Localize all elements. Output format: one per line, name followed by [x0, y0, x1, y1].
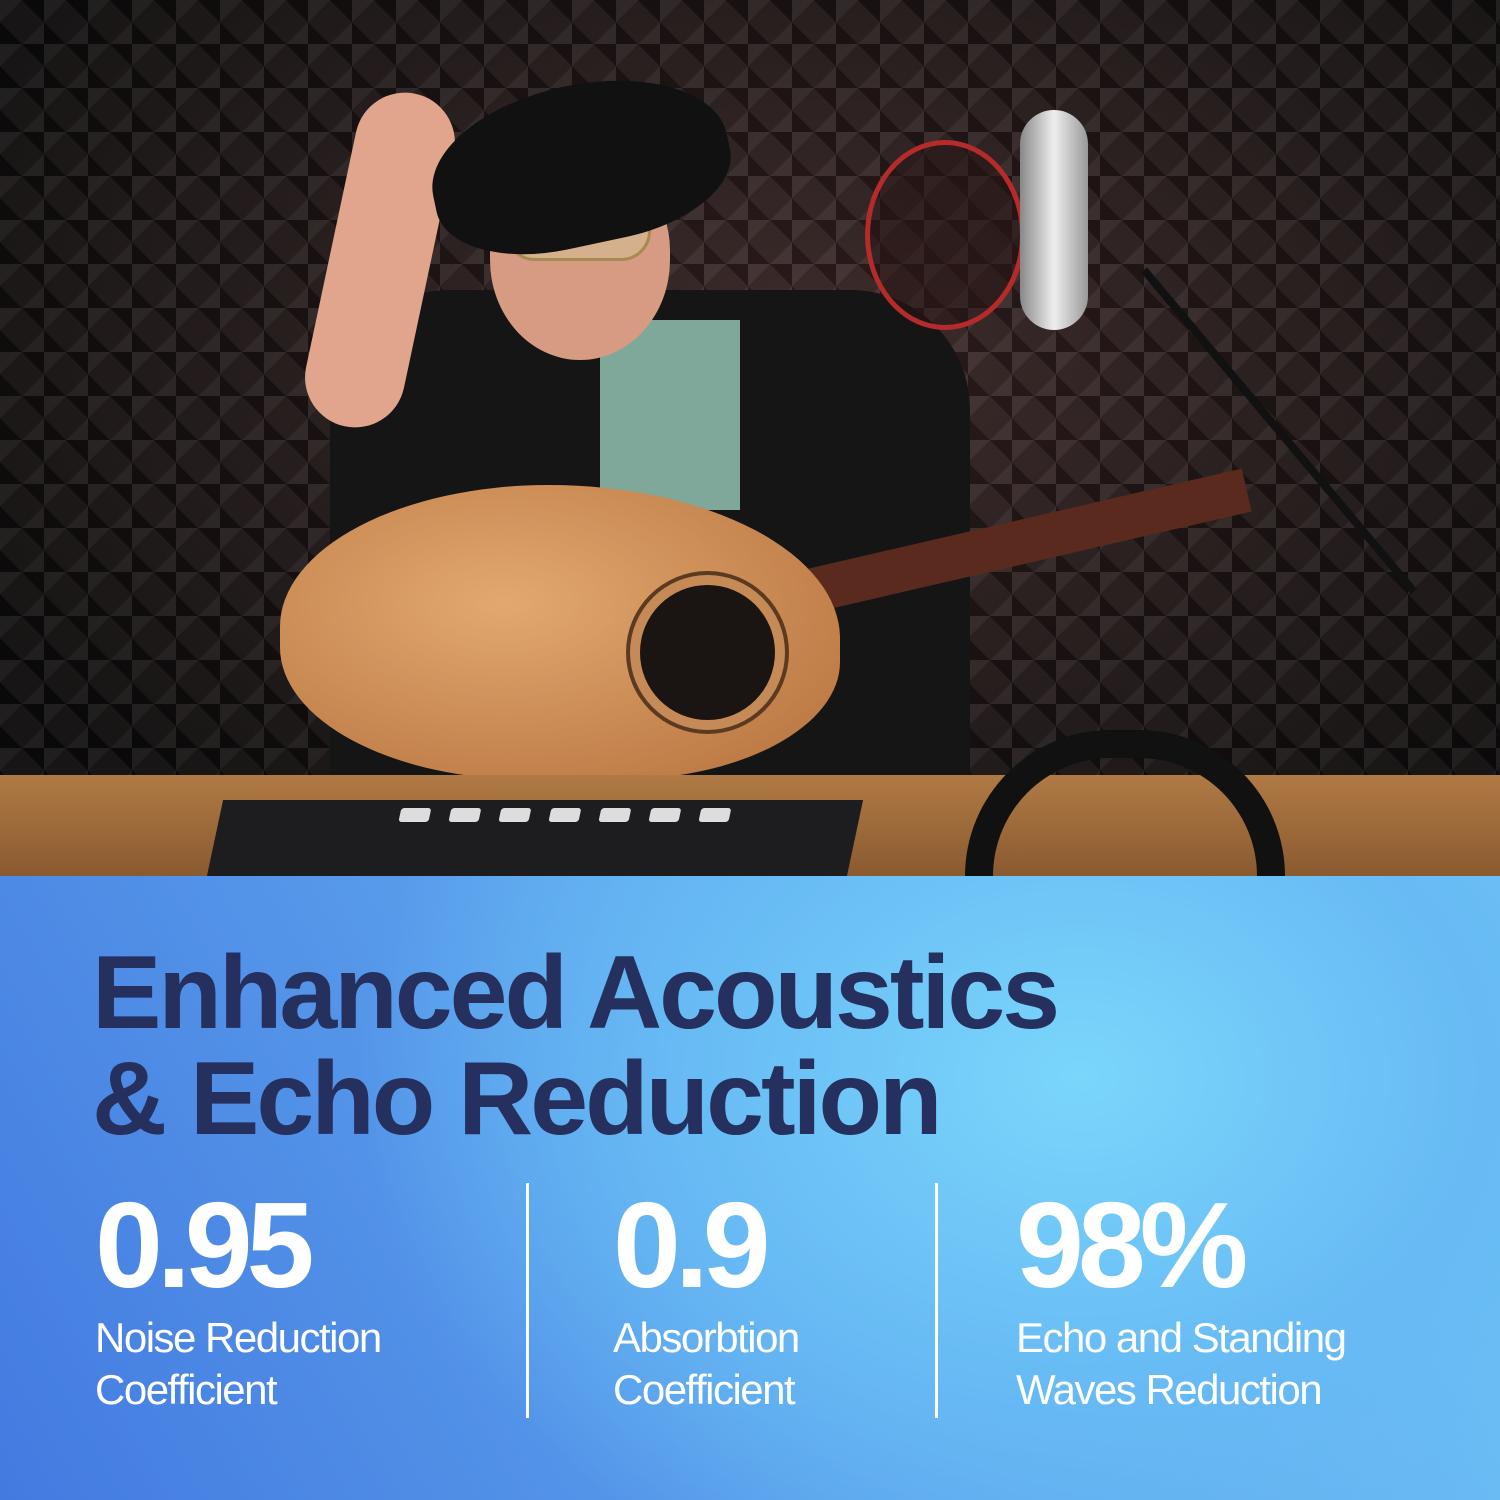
stat-label-line-2: Coefficient [613, 1366, 796, 1413]
microphone [1020, 110, 1088, 330]
stat-label: Absorbtion Coefficient [613, 1312, 800, 1416]
stat-value: 0.9 [613, 1177, 771, 1313]
stat-label: Noise Reduction Coefficient [95, 1312, 382, 1416]
stat-absorption: 0.9 Absorbtion Coefficient [613, 1177, 800, 1416]
divider [935, 1183, 938, 1418]
midi-pad-controller [206, 800, 864, 876]
stat-label: Echo and Standing Waves Reduction [1016, 1312, 1347, 1416]
hero-photo-musician-in-studio [0, 0, 1500, 876]
stat-echo-reduction: 98% Echo and Standing Waves Reduction [1016, 1177, 1347, 1416]
headline: Enhanced Acoustics & Echo Reduction [92, 940, 1060, 1152]
stat-value: 0.95 [95, 1177, 314, 1313]
divider [526, 1183, 529, 1418]
musician-shirt [600, 320, 740, 510]
stat-noise-reduction: 0.95 Noise Reduction Coefficient [95, 1177, 382, 1416]
headline-line-1: Enhanced Acoustics [92, 935, 1060, 1051]
stat-label-line-2: Coefficient [95, 1366, 278, 1413]
pop-filter [865, 140, 1025, 330]
stat-label-line-1: Noise Reduction [95, 1314, 382, 1361]
stat-label-line-1: Echo and Standing [1016, 1314, 1347, 1361]
info-panel [0, 876, 1500, 1500]
headline-line-2: & Echo Reduction [92, 1041, 943, 1157]
stat-label-line-2: Waves Reduction [1016, 1366, 1323, 1413]
stat-label-line-1: Absorbtion [613, 1314, 800, 1361]
stat-value: 98% [1016, 1177, 1248, 1313]
guitar-soundhole [640, 585, 775, 720]
